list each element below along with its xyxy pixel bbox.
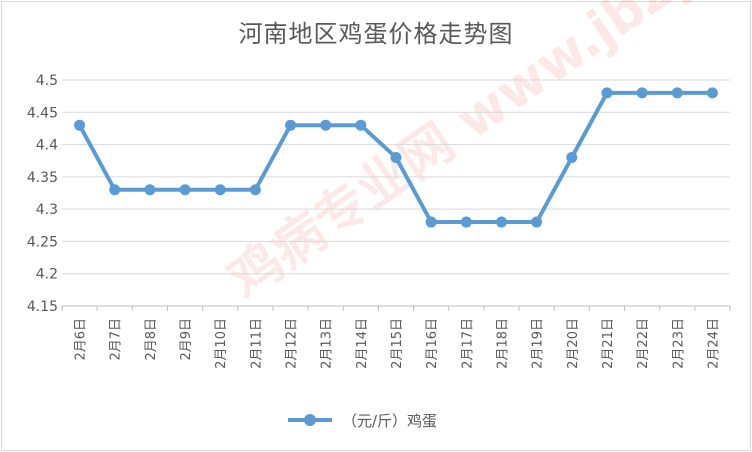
x-tick-label: 2月8日	[144, 318, 159, 361]
series-group	[74, 87, 718, 228]
x-tick-label: 2月21日	[601, 318, 616, 369]
x-tick-label: 2月19日	[531, 318, 546, 369]
x-tick-label: 2月10日	[214, 318, 229, 369]
data-point	[706, 87, 718, 99]
data-point	[390, 151, 402, 163]
x-tick-label: 2月16日	[425, 318, 440, 369]
y-tick-label: 4.25	[27, 234, 58, 250]
y-axis-ticks: 4.15 4.2 4.25 4.3 4.35 4.4 4.45 4.5	[27, 73, 58, 315]
gridlines	[62, 79, 730, 307]
x-tick-label: 2月12日	[285, 318, 300, 369]
data-point	[214, 184, 226, 196]
y-tick-label: 4.2	[36, 267, 58, 283]
legend: （元/斤）鸡蛋	[288, 412, 437, 430]
data-point	[320, 119, 332, 131]
watermark-text: 鸡病专业网 www.jbzyw.com	[218, 0, 752, 311]
x-tick-label: 2月24日	[706, 318, 721, 369]
y-tick-label: 4.3	[36, 202, 58, 218]
data-point	[109, 184, 121, 196]
x-tick-label: 2月13日	[320, 318, 335, 369]
data-point	[531, 216, 543, 228]
data-point	[179, 184, 191, 196]
data-point	[566, 151, 578, 163]
watermark: 鸡病专业网 www.jbzyw.com	[218, 0, 752, 311]
data-point	[144, 184, 156, 196]
x-tick-label: 2月23日	[671, 318, 686, 369]
x-tick-label: 2月18日	[495, 318, 510, 369]
legend-marker	[304, 414, 316, 426]
data-point	[460, 216, 472, 228]
x-axis-ticks: 2月6日 2月7日 2月8日 2月9日 2月10日 2月11日 2月12日 2月13日 2月14…	[61, 306, 731, 369]
x-tick-label: 2月11日	[249, 318, 264, 369]
x-tick-label: 2月22日	[636, 318, 651, 369]
data-point	[425, 216, 437, 228]
y-tick-label: 4.35	[27, 170, 58, 186]
x-tick-label: 2月14日	[355, 318, 370, 369]
y-tick-label: 4.5	[36, 73, 58, 89]
data-point	[495, 216, 507, 228]
data-point	[249, 184, 261, 196]
chart-title: 河南地区鸡蛋价格走势图	[238, 20, 514, 48]
x-tick-label: 2月15日	[390, 318, 405, 369]
x-tick-label: 2月17日	[460, 318, 475, 369]
data-point	[355, 119, 367, 131]
data-point	[285, 119, 297, 131]
data-point	[636, 87, 648, 99]
y-tick-label: 4.4	[36, 138, 58, 154]
x-tick-label: 2月7日	[109, 318, 124, 361]
data-point	[74, 119, 86, 131]
data-point	[671, 87, 683, 99]
legend-label: （元/斤）鸡蛋	[342, 412, 437, 430]
x-tick-label: 2月6日	[74, 318, 89, 361]
x-tick-label: 2月20日	[566, 318, 581, 369]
data-point	[601, 87, 613, 99]
x-tick-label: 2月9日	[179, 318, 194, 361]
y-tick-label: 4.45	[27, 105, 58, 121]
y-tick-label: 4.15	[27, 299, 58, 315]
